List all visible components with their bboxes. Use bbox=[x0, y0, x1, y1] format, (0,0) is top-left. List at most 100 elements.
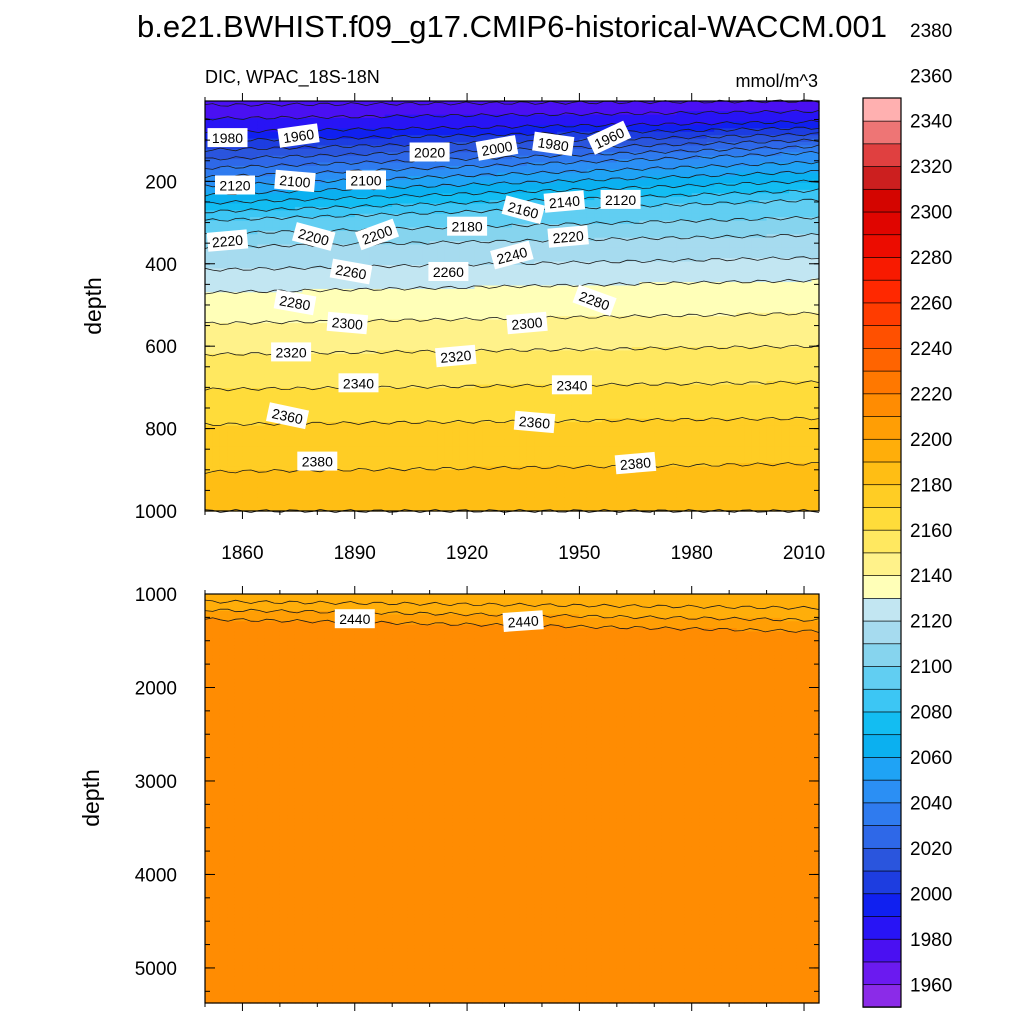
contour-cell bbox=[257, 459, 266, 464]
contour-cell bbox=[422, 336, 431, 341]
contour-cell bbox=[257, 169, 266, 174]
contour-cell bbox=[377, 388, 386, 393]
contour-cell bbox=[294, 254, 303, 259]
contour-cell bbox=[272, 394, 281, 399]
contour-cell bbox=[309, 319, 318, 324]
contour-cell bbox=[459, 487, 468, 492]
contour-cell bbox=[219, 309, 229, 314]
contour-cell bbox=[467, 425, 476, 430]
contour-cell bbox=[234, 388, 244, 393]
contour-cell bbox=[272, 148, 281, 153]
contour-cell bbox=[392, 142, 401, 147]
contour-cell bbox=[407, 114, 416, 119]
contour-cell bbox=[467, 312, 476, 317]
contour-cell bbox=[504, 128, 513, 133]
contour-cell bbox=[392, 357, 401, 362]
contour-cell bbox=[347, 449, 356, 454]
contour-cell bbox=[467, 271, 476, 276]
contour-cell bbox=[407, 251, 416, 256]
contour-cell bbox=[392, 145, 401, 150]
contour-cell bbox=[347, 493, 356, 498]
contour-cell bbox=[309, 370, 318, 375]
contour-cell bbox=[489, 217, 498, 222]
contour-cell bbox=[392, 449, 401, 454]
contour-cell bbox=[489, 360, 498, 365]
contour-cell bbox=[339, 282, 348, 287]
contour-cell bbox=[392, 241, 401, 246]
contour-cell bbox=[474, 196, 483, 201]
contour-cell bbox=[339, 121, 348, 126]
contour-cell bbox=[407, 473, 416, 478]
contour-cell bbox=[422, 213, 431, 218]
contour-cell bbox=[377, 193, 386, 198]
contour-cell bbox=[347, 210, 356, 215]
contour-cell bbox=[264, 377, 273, 382]
contour-cell bbox=[497, 206, 506, 211]
contour-cell bbox=[332, 176, 341, 181]
contour-cell bbox=[407, 172, 416, 177]
contour-cell bbox=[459, 449, 468, 454]
contour-cell bbox=[324, 292, 333, 297]
contour-cell bbox=[227, 220, 236, 225]
contour-cell bbox=[504, 107, 513, 112]
contour-cell bbox=[392, 350, 401, 355]
contour-cell bbox=[264, 220, 273, 225]
contour-cell bbox=[444, 285, 453, 290]
contour-cell bbox=[279, 384, 288, 389]
contour-cell bbox=[422, 206, 431, 211]
contour-cell bbox=[467, 323, 476, 328]
contour-cell bbox=[317, 367, 326, 372]
contour-cell bbox=[407, 446, 416, 451]
contour-cell bbox=[249, 316, 259, 321]
contour-cell bbox=[272, 435, 281, 440]
contour-cell bbox=[332, 507, 341, 512]
contour-cell bbox=[512, 275, 521, 280]
contour-cell bbox=[384, 490, 393, 495]
contour-cell bbox=[249, 224, 259, 229]
contour-cell bbox=[264, 210, 273, 215]
contour-cell bbox=[347, 411, 356, 416]
contour-cell bbox=[482, 128, 491, 133]
contour-cell bbox=[324, 138, 333, 143]
contour-cell bbox=[467, 435, 476, 440]
contour-cell bbox=[467, 418, 476, 423]
contour-cell bbox=[474, 309, 483, 314]
contour-cell bbox=[422, 265, 431, 270]
contour-cell bbox=[249, 302, 259, 307]
contour-cell bbox=[309, 422, 318, 427]
contour-cell bbox=[467, 124, 476, 129]
contour-cell bbox=[452, 470, 461, 475]
contour-cell bbox=[504, 394, 513, 399]
contour-cell bbox=[242, 350, 251, 355]
contour-cell bbox=[264, 251, 273, 256]
contour-cell bbox=[407, 237, 416, 242]
contour-cell bbox=[219, 271, 229, 276]
contour-cell bbox=[332, 278, 341, 283]
contour-cell bbox=[354, 367, 363, 372]
contour-cell bbox=[392, 432, 401, 437]
contour-cell bbox=[287, 432, 296, 437]
contour-cell bbox=[384, 278, 393, 283]
contour-cell bbox=[497, 118, 506, 123]
contour-cell bbox=[452, 148, 461, 153]
contour-cell bbox=[339, 114, 348, 119]
contour-cell bbox=[444, 480, 453, 485]
contour-cell bbox=[422, 370, 431, 375]
contour-cell bbox=[437, 429, 446, 434]
contour-cell bbox=[294, 210, 303, 215]
contour-cell bbox=[294, 439, 303, 444]
contour-cell bbox=[452, 497, 461, 502]
contour-cell bbox=[302, 490, 311, 495]
contour-cell bbox=[264, 247, 273, 252]
contour-cell bbox=[504, 165, 513, 170]
contour-cell bbox=[422, 353, 431, 358]
contour-cell bbox=[205, 114, 214, 119]
contour-cell bbox=[205, 292, 214, 297]
contour-cell bbox=[444, 138, 453, 143]
contour-cell bbox=[429, 107, 438, 112]
contour-cell bbox=[219, 415, 229, 420]
contour-cell bbox=[369, 275, 378, 280]
contour-cell bbox=[234, 463, 244, 468]
contour-cell bbox=[234, 439, 244, 444]
contour-cell bbox=[362, 487, 371, 492]
